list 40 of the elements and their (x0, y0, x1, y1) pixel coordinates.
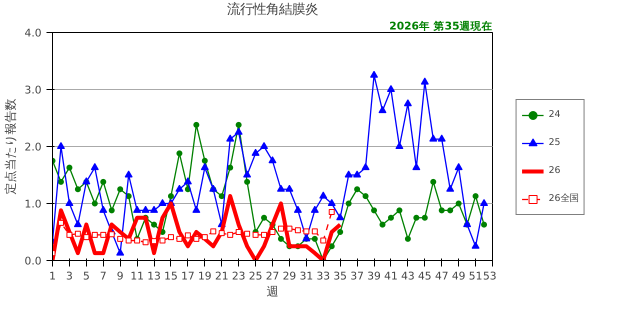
legend-label: 24 (548, 109, 562, 120)
x-tick-label: 43 (401, 270, 415, 282)
x-tick-label: 25 (248, 270, 262, 282)
x-tick-label: 11 (130, 270, 144, 282)
y-tick-label: 0.0 (24, 254, 42, 268)
x-tick-label: 17 (181, 270, 195, 282)
x-tick-label: 51 (468, 270, 482, 282)
x-tick-label: 31 (300, 270, 314, 282)
x-tick-label: 9 (116, 270, 124, 282)
legend-label: 26 (548, 165, 562, 176)
x-axis-title: 週 (266, 284, 278, 298)
y-axis-title: 定点当たり報告数 (4, 98, 18, 194)
x-tick-label: 21 (214, 270, 229, 282)
x-tick-label: 23 (232, 270, 246, 282)
x-tick-label: 35 (333, 270, 347, 282)
legend-label: 25 (548, 137, 562, 148)
chart-subtitle: 2026年 第35週現在 (389, 20, 493, 32)
x-tick-label: 27 (266, 270, 280, 282)
y-tick-label: 2.0 (24, 140, 42, 154)
x-tick-label: 29 (282, 270, 296, 282)
x-tick-label: 37 (350, 270, 364, 282)
x-tick-label: 45 (418, 270, 432, 282)
x-tick-label: 39 (367, 270, 382, 282)
x-tick-label: 1 (49, 270, 56, 282)
x-tick-label: 5 (82, 270, 90, 282)
y-tick-label: 1.0 (24, 198, 42, 210)
x-tick-label: 7 (100, 270, 107, 282)
x-tick-label: 41 (384, 270, 398, 282)
x-tick-label: 53 (482, 270, 497, 282)
x-tick-label: 33 (316, 270, 330, 282)
y-tick-label: 4.0 (24, 26, 42, 40)
x-tick-label: 3 (66, 270, 73, 282)
x-tick-label: 19 (198, 270, 212, 282)
y-tick-label: 3.0 (24, 84, 42, 96)
x-tick-label: 15 (164, 270, 178, 282)
x-tick-label: 49 (452, 270, 466, 282)
x-tick-label: 13 (147, 270, 161, 282)
chart-title: 流行性角結膜炎 (227, 2, 318, 18)
legend-label: 26全国 (548, 192, 578, 205)
x-tick-label: 47 (434, 270, 449, 282)
